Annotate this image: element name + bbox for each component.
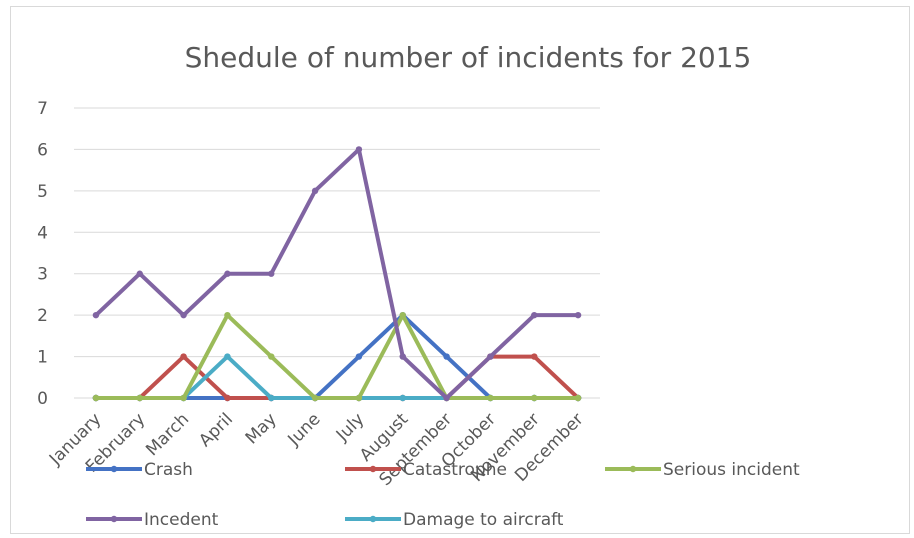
- data-point: [531, 353, 538, 360]
- x-tick-label: May: [242, 409, 281, 448]
- y-tick-label: 0: [37, 389, 48, 409]
- y-tick-label: 6: [37, 140, 48, 160]
- data-point: [487, 353, 494, 360]
- gridlines: [74, 107, 600, 399]
- data-point: [92, 311, 100, 319]
- data-point: [311, 394, 319, 402]
- data-point: [574, 311, 582, 319]
- legend-marker: [369, 515, 377, 523]
- data-point: [355, 394, 363, 402]
- data-point: [399, 394, 406, 402]
- y-tick-label: 2: [37, 306, 48, 326]
- data-point: [224, 353, 231, 360]
- data-point: [355, 146, 363, 153]
- data-point: [136, 270, 143, 277]
- chart-frame: [10, 6, 910, 534]
- legend-label: Incedent: [144, 510, 219, 530]
- data-point: [268, 270, 275, 277]
- data-point: [399, 353, 406, 360]
- x-tick-label: April: [195, 409, 237, 451]
- data-point: [487, 394, 494, 402]
- legend-label: Crash: [144, 460, 193, 480]
- legend-marker: [110, 515, 118, 523]
- data-point: [268, 394, 275, 402]
- data-point: [180, 353, 187, 360]
- series-lines: [92, 146, 582, 402]
- data-point: [136, 394, 143, 402]
- legend-marker: [629, 465, 637, 473]
- x-tick-label: March: [142, 409, 193, 460]
- data-point: [92, 394, 100, 402]
- legend-label: Catastrophe: [403, 460, 507, 480]
- data-point: [224, 311, 231, 319]
- y-tick-label: 5: [37, 182, 48, 202]
- y-tick-label: 1: [37, 348, 48, 368]
- data-point: [311, 187, 319, 195]
- legend-marker: [369, 465, 377, 473]
- data-point: [180, 311, 187, 319]
- legend-marker: [110, 465, 118, 473]
- data-point: [531, 394, 538, 402]
- y-tick-label: 3: [37, 265, 48, 285]
- legend-label: Serious incident: [663, 460, 800, 480]
- data-point: [268, 353, 275, 360]
- data-point: [443, 394, 450, 402]
- x-tick-label: June: [284, 409, 325, 450]
- series-line: [93, 147, 581, 400]
- data-point: [355, 353, 363, 360]
- data-point: [399, 311, 406, 319]
- chart-title: Shedule of number of incidents for 2015: [185, 41, 752, 74]
- data-point: [574, 394, 582, 402]
- data-point: [443, 353, 450, 360]
- x-tick-label: July: [332, 409, 368, 445]
- data-point: [531, 311, 538, 319]
- series-line: [93, 313, 581, 400]
- data-point: [224, 270, 231, 277]
- legend-label: Damage to aircraft: [403, 510, 564, 530]
- legend: Crash Catastrophe Serious incident Incedent…: [86, 460, 800, 530]
- y-tick-label: 7: [37, 99, 48, 119]
- y-axis-ticks: 0 1 2 3 4 5 6 7: [37, 99, 48, 409]
- data-point: [224, 394, 231, 402]
- y-tick-label: 4: [37, 223, 48, 243]
- data-point: [180, 394, 187, 402]
